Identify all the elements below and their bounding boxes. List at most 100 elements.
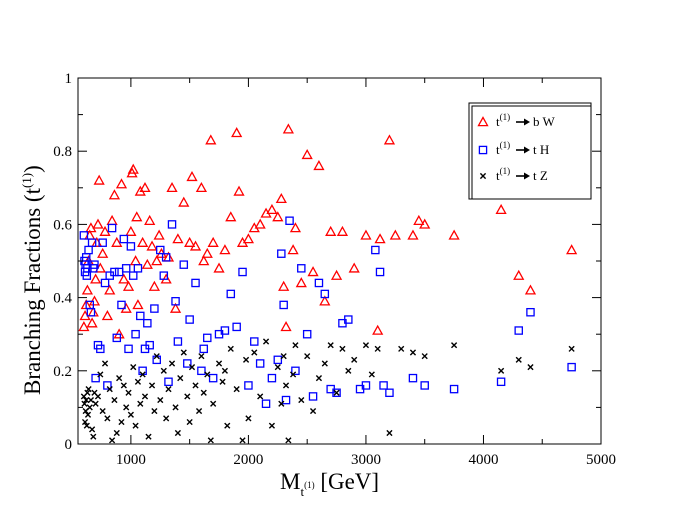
data-point-cross <box>151 407 158 415</box>
data-point-square <box>496 377 506 387</box>
data-point-square <box>361 381 371 390</box>
data-point-square <box>119 234 129 244</box>
data-point-square <box>133 264 143 273</box>
data-point-triangle <box>92 218 104 229</box>
data-point-cross <box>515 356 522 363</box>
data-point-cross <box>87 396 95 404</box>
data-point-triangle <box>81 284 94 295</box>
data-point-triangle <box>272 211 284 222</box>
data-point-square <box>208 373 218 383</box>
data-point-square <box>273 355 283 365</box>
legend-label-sup: (1) <box>500 140 511 150</box>
data-point-cross <box>160 367 167 374</box>
x-axis-title: Mt(1) [GeV] <box>280 469 379 499</box>
data-point-cross <box>227 345 234 352</box>
data-point-square <box>171 297 180 306</box>
data-point-cross <box>257 393 264 400</box>
data-point-cross <box>111 396 118 404</box>
data-point-cross <box>153 353 160 360</box>
data-point-square <box>100 278 110 288</box>
data-point-cross <box>92 400 99 407</box>
data-point-cross <box>345 367 352 374</box>
data-point-cross <box>85 386 92 393</box>
data-point-triangle <box>278 280 290 291</box>
data-point-triangle <box>172 233 184 244</box>
data-point-cross <box>219 378 226 385</box>
data-point-square <box>156 245 165 255</box>
data-point-square <box>98 238 107 247</box>
data-point-cross <box>120 382 127 389</box>
data-point-triangle <box>295 277 307 288</box>
data-point-triangle <box>266 203 278 215</box>
data-point-triangle <box>111 236 123 247</box>
data-point-cross <box>309 407 317 415</box>
data-point-square <box>183 359 192 368</box>
data-point-cross <box>106 386 113 393</box>
data-point-triangle <box>348 262 360 273</box>
data-point-triangle <box>330 269 343 280</box>
data-point-cross <box>81 400 88 407</box>
data-point-cross <box>184 393 191 400</box>
legend-shadow <box>471 105 592 200</box>
data-point-square <box>107 223 117 233</box>
data-point-triangle <box>90 273 102 284</box>
data-point-triangle <box>131 211 143 222</box>
series-square <box>79 216 576 408</box>
data-point-cross <box>315 375 323 382</box>
data-point-triangle <box>201 247 213 258</box>
data-point-square <box>281 395 291 405</box>
legend-arrow-head <box>524 118 530 126</box>
data-point-square <box>86 307 96 317</box>
y-axis-title: Branching Fractions (t(1)) <box>19 165 45 395</box>
data-point-triangle <box>280 321 292 332</box>
data-point-triangle <box>148 280 160 291</box>
data-point-triangle <box>242 233 255 244</box>
data-point-square <box>375 267 385 277</box>
data-point-cross <box>148 382 156 389</box>
data-point-square <box>91 373 100 383</box>
legend-label-to: t Z <box>533 168 548 183</box>
data-point-cross <box>139 371 146 378</box>
data-point-square <box>449 384 459 394</box>
data-point-square <box>96 344 105 354</box>
data-point-triangle <box>513 269 525 280</box>
data-point-cross <box>233 386 240 393</box>
data-point-cross <box>108 437 116 444</box>
data-point-cross <box>251 349 258 356</box>
data-point-triangle <box>137 236 149 247</box>
data-point-triangle <box>122 280 135 291</box>
data-point-cross <box>368 371 375 378</box>
data-point-square <box>408 373 418 383</box>
data-point-triangle <box>233 185 245 196</box>
data-point-triangle <box>153 229 165 240</box>
data-point-triangle <box>178 196 190 207</box>
data-point-cross <box>200 389 207 396</box>
legend-arrow-head <box>524 172 530 180</box>
data-point-square <box>279 300 288 310</box>
data-point-triangle <box>118 273 130 284</box>
data-point-cross <box>118 418 125 426</box>
data-point-cross <box>163 415 170 422</box>
data-point-square <box>385 388 394 398</box>
data-point-square <box>232 322 241 332</box>
data-point-cross <box>207 437 214 444</box>
data-point-cross <box>224 422 231 429</box>
data-point-cross <box>285 437 292 444</box>
data-point-cross <box>180 349 187 356</box>
data-point-cross <box>168 360 176 367</box>
data-point-triangle <box>132 299 144 310</box>
data-point-triangle <box>97 247 109 258</box>
legend-item: t(1) t H <box>478 140 549 157</box>
data-point-square <box>197 366 206 376</box>
data-point-square <box>79 231 89 240</box>
data-point-cross <box>83 396 90 404</box>
data-point-cross <box>130 364 137 371</box>
data-point-square <box>191 278 200 288</box>
data-point-triangle <box>495 203 507 215</box>
legend-arrow-head <box>524 146 530 154</box>
data-point-cross <box>210 400 217 407</box>
data-point-square <box>302 329 312 339</box>
data-point-square <box>117 300 126 310</box>
data-point-cross <box>527 364 534 371</box>
legend-label: t(1) <box>496 166 510 183</box>
